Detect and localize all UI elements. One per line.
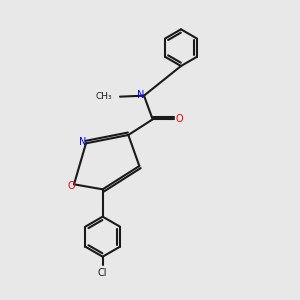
Text: Cl: Cl xyxy=(98,268,107,278)
Text: O: O xyxy=(176,114,183,124)
Text: O: O xyxy=(67,181,75,191)
Text: N: N xyxy=(137,90,145,100)
Text: CH₃: CH₃ xyxy=(95,92,112,101)
Text: N: N xyxy=(79,137,87,147)
